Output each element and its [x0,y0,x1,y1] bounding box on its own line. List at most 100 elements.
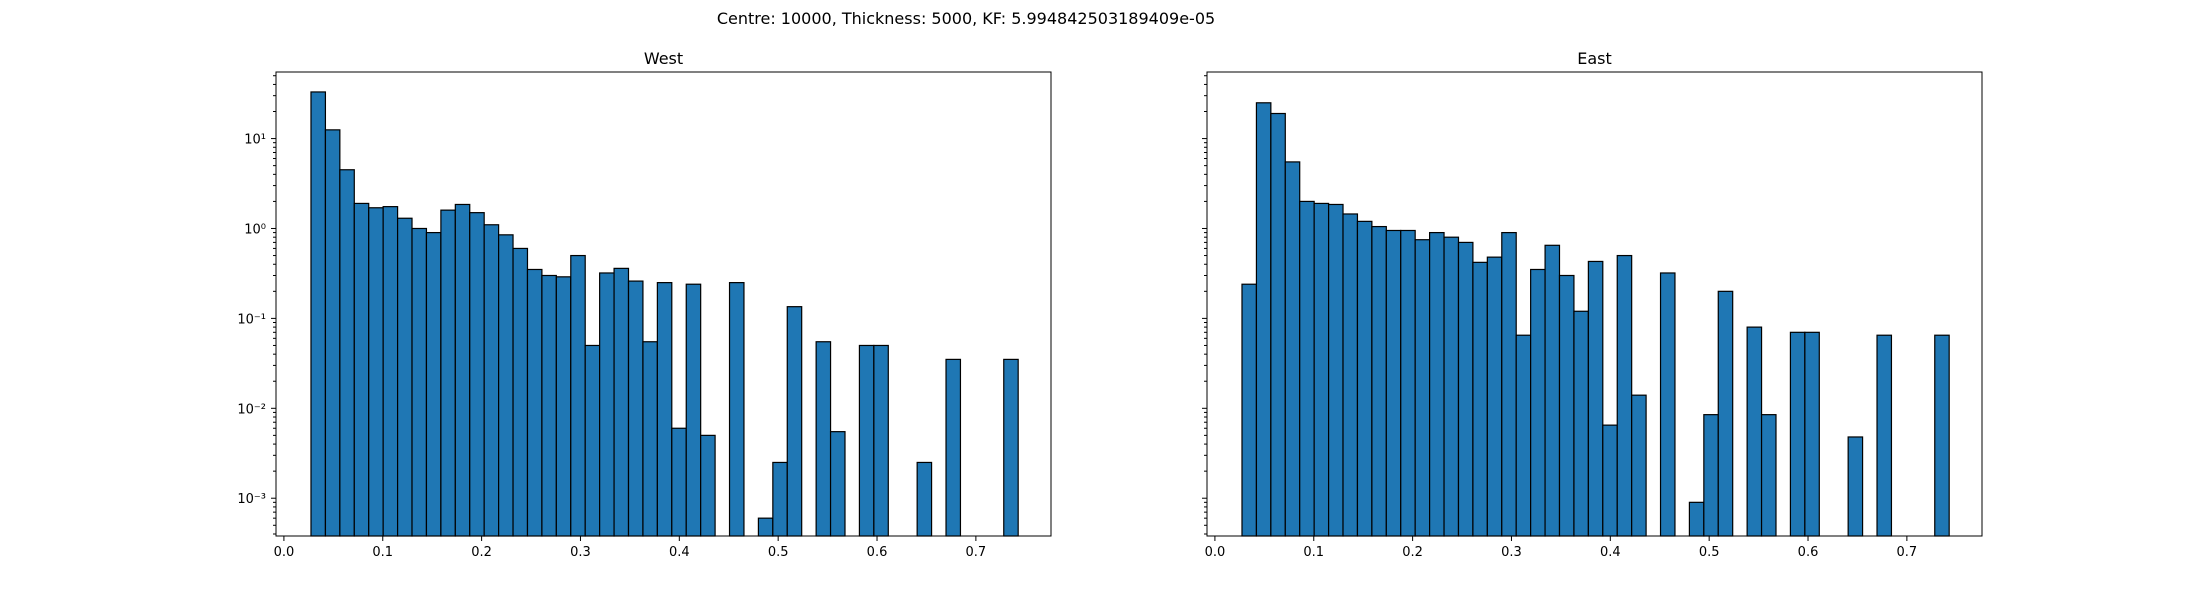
y-tick-label: 10⁻¹ [237,312,266,327]
histogram-bar [656,282,673,537]
histogram-bar [1804,331,1820,537]
histogram-bar [498,234,514,537]
x-tick-label: 0.6 [1798,545,1819,560]
histogram-bar [1414,239,1431,537]
figure-suptitle: Centre: 10000, Thickness: 5000, KF: 5.99… [717,9,1215,28]
x-tick-label: 0.1 [372,545,393,560]
panel-title-west: West [644,49,683,68]
histogram-bar [772,461,788,537]
histogram-bar [1659,272,1676,537]
histogram-bar [1530,268,1546,537]
histogram-bar [1717,290,1734,537]
histogram-bar [310,91,327,537]
histogram-bar [1313,202,1330,537]
histogram-bar [627,280,644,537]
histogram-bar [1371,225,1387,537]
histogram-bar [382,206,399,537]
histogram-bar [1616,254,1633,537]
histogram-bar [1327,203,1344,537]
histogram-bar [1631,394,1647,537]
panel-title-east: East [1577,49,1612,68]
histogram-bar [815,341,832,537]
histogram-bar [1255,102,1272,537]
histogram-bar [642,341,658,537]
histogram-bar [613,267,630,537]
histogram-bar [1486,256,1503,537]
x-tick-label: 0.0 [1205,545,1226,560]
histogram-bar [1003,358,1019,537]
axes-frame-west [275,71,1052,537]
x-tick-label: 0.3 [570,545,591,560]
x-tick-label: 0.3 [1501,545,1522,560]
histogram-bar [873,344,889,537]
histogram-bar [757,517,774,537]
histogram-bar [1587,260,1604,537]
bars-west [310,91,1019,537]
histogram-bar [1457,241,1474,537]
histogram-bar [1876,334,1893,537]
histogram-bar [526,268,543,537]
histogram-bar [1342,213,1359,537]
x-tick-label: 0.5 [768,545,789,560]
axes-frame-east [1206,71,1983,537]
x-tick-label: 0.1 [1303,545,1324,560]
histogram-bar [1241,283,1258,537]
histogram-bar [324,129,341,537]
histogram-bar [916,461,933,537]
histogram-panel-west: 0.0 0.1 0.2 0.3 0.4 0.5 0.6 0.7 10⁻³ 10⁻² 10⁻¹ 10⁰… [237,49,1052,560]
histogram-bar [1760,414,1777,537]
x-tick-label: 0.4 [669,545,690,560]
bars-east [1241,102,1950,537]
histogram-bar [1400,229,1416,537]
histogram-bar [483,224,500,537]
histogram-bar [1544,244,1561,537]
histogram-bar [368,207,384,537]
x-tick-label: 0.2 [471,545,492,560]
histogram-bar [570,254,586,537]
x-tick-label: 0.7 [966,545,987,560]
histogram-bar [786,306,803,537]
y-axis-west: 10⁻³ 10⁻² 10⁻¹ 10⁰ 10¹ [237,75,276,535]
histogram-bar [411,227,428,537]
histogram-bar [858,344,875,537]
y-tick-label: 10¹ [244,133,266,148]
histogram-bar [1429,231,1445,537]
histogram-bar [1934,334,1950,537]
histogram-bar [728,282,745,537]
histogram-bar [440,209,456,537]
histogram-bar [1688,501,1705,537]
histogram-bar [541,274,557,537]
histogram-bar [469,212,485,537]
histogram-bar [1703,414,1719,537]
x-tick-label: 0.2 [1402,545,1423,560]
histogram-bar [1299,200,1315,537]
x-axis-east: 0.0 0.1 0.2 0.3 0.4 0.5 0.6 0.7 [1205,536,1917,560]
histogram-bar [945,358,962,537]
histogram-bar [396,217,413,537]
histogram-bar [1789,331,1806,537]
histogram-bar [1573,310,1589,537]
histogram-bar [685,283,702,537]
histogram-bar [1501,231,1517,537]
histogram-bar [1472,261,1488,537]
histogram-panel-east: 0.0 0.1 0.2 0.3 0.4 0.5 0.6 0.7 East [1202,49,1983,560]
histogram-bar [1847,436,1864,537]
histogram-bar [512,247,529,537]
histogram-bar [555,276,572,537]
histogram-bar [671,427,687,537]
histogram-bar [425,231,442,537]
histogram-bar [1558,274,1575,537]
histogram-bar [454,203,471,537]
histogram-bar [1270,112,1286,537]
histogram-bar [339,169,355,537]
histogram-bar [584,344,601,537]
histogram-bar [1602,424,1618,537]
x-tick-label: 0.5 [1699,545,1720,560]
histogram-bar [1284,161,1301,537]
histogram-bar [1515,334,1532,537]
histogram-bar [700,434,716,537]
histogram-bar [599,272,615,537]
y-axis-east [1202,75,1207,535]
x-tick-label: 0.0 [274,545,295,560]
